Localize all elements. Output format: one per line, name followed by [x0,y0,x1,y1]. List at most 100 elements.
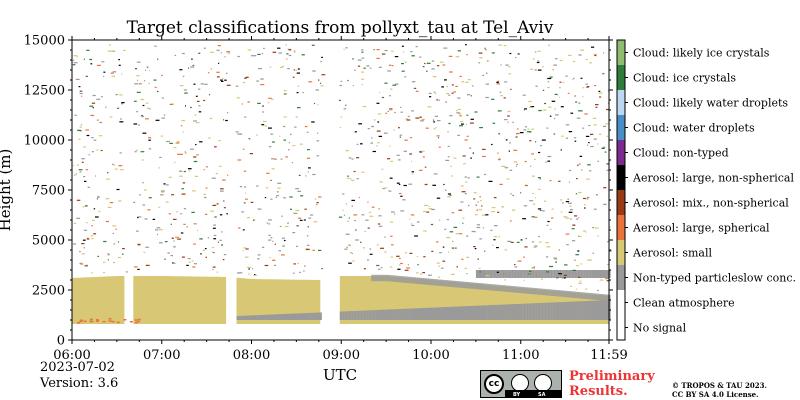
nontyped-band-cell [493,304,496,320]
class-speckle [184,151,186,153]
class-speckle [247,101,250,103]
class-speckle [400,106,402,108]
class-speckle [188,261,191,263]
copyright-line-1: © TROPOS & TAU 2023. [672,381,767,390]
class-speckle [306,235,309,237]
nontyped-top-cell [446,280,448,287]
class-speckle [528,100,532,103]
nontyped-band-cell [483,305,485,320]
nontyped-top-cell [496,284,499,292]
cc-license-badge[interactable]: cc BY SA [480,370,562,398]
nontyped-band-cell [591,300,593,320]
class-speckle [314,198,317,200]
class-speckle [453,157,457,159]
class-speckle [136,230,139,232]
class-speckle [110,72,114,74]
nontyped-band-cell [565,270,568,278]
class-speckle [566,244,569,246]
nontyped-band-cell [492,305,494,320]
class-speckle [409,137,413,139]
nontyped-band-cell [443,307,445,320]
class-speckle [481,214,486,216]
class-speckle [497,211,500,213]
class-speckle [545,256,549,258]
class-speckle [381,96,385,99]
nontyped-top-cell [468,282,470,289]
class-speckle [281,215,283,217]
class-speckle [579,236,582,238]
nontyped-band-cell [481,305,484,320]
class-speckle [481,205,483,207]
class-speckle [443,183,445,186]
nontyped-band-cell [378,309,381,320]
class-speckle [523,109,525,111]
class-speckle [254,274,256,276]
large-spherical-speckle [108,320,112,322]
class-speckle [488,180,493,182]
nontyped-band-cell [375,310,378,320]
nontyped-band-cell [552,302,554,320]
class-speckle [493,239,496,241]
nontyped-top-cell [499,284,502,292]
class-speckle [267,102,270,104]
class-speckle [297,262,299,264]
class-speckle [197,229,199,232]
nontyped-band-cell [588,300,590,320]
x-tick-label: 10:00 [412,348,449,363]
class-speckle [168,176,172,178]
nontyped-band-cell [342,311,345,320]
class-speckle [584,207,586,209]
class-speckle [607,241,610,243]
class-speckle [504,167,509,169]
class-speckle [188,67,190,69]
large-spherical-speckle [79,320,83,323]
nontyped-top-cell [559,290,562,297]
nontyped-top-cell [484,283,487,290]
class-speckle [378,268,381,270]
class-speckle [545,161,547,163]
class-speckle [303,270,305,272]
class-speckle [515,136,518,138]
class-speckle [570,112,574,114]
class-speckle [217,241,219,243]
class-speckle [171,237,174,239]
nontyped-top-cell [492,284,494,291]
class-speckle [211,246,215,249]
class-speckle [283,125,286,128]
nontyped-band-cell [284,313,286,320]
class-speckle [455,56,460,58]
class-speckle [537,208,542,210]
class-speckle [272,240,274,242]
class-speckle [436,135,440,137]
class-speckle [81,253,86,255]
class-speckle [351,199,355,201]
nontyped-band-cell [601,270,604,278]
class-speckle [369,215,374,217]
class-speckle [370,142,374,144]
class-speckle [404,269,409,271]
class-speckle [270,133,274,135]
class-speckle [424,184,427,186]
class-speckle [86,264,88,266]
class-speckle [179,85,184,87]
nontyped-top-cell [414,277,417,284]
class-speckle [161,97,164,99]
y-axis-label: Height (m) [0,149,14,232]
class-speckle [158,206,161,208]
nontyped-top-cell [396,275,399,283]
nontyped-band-cell [501,270,503,278]
class-speckle [235,85,239,87]
class-speckle [268,146,272,148]
nontyped-band-cell [486,270,488,278]
class-speckle [390,50,394,52]
class-speckle [154,86,157,88]
class-speckle [542,66,544,68]
class-speckle [561,135,564,137]
nontyped-band-cell [591,270,593,278]
class-speckle [384,187,388,189]
nontyped-band-cell [285,313,288,320]
nontyped-band-cell [601,300,604,320]
class-speckle [306,157,310,159]
class-speckle [578,217,580,219]
class-speckle [222,179,226,181]
